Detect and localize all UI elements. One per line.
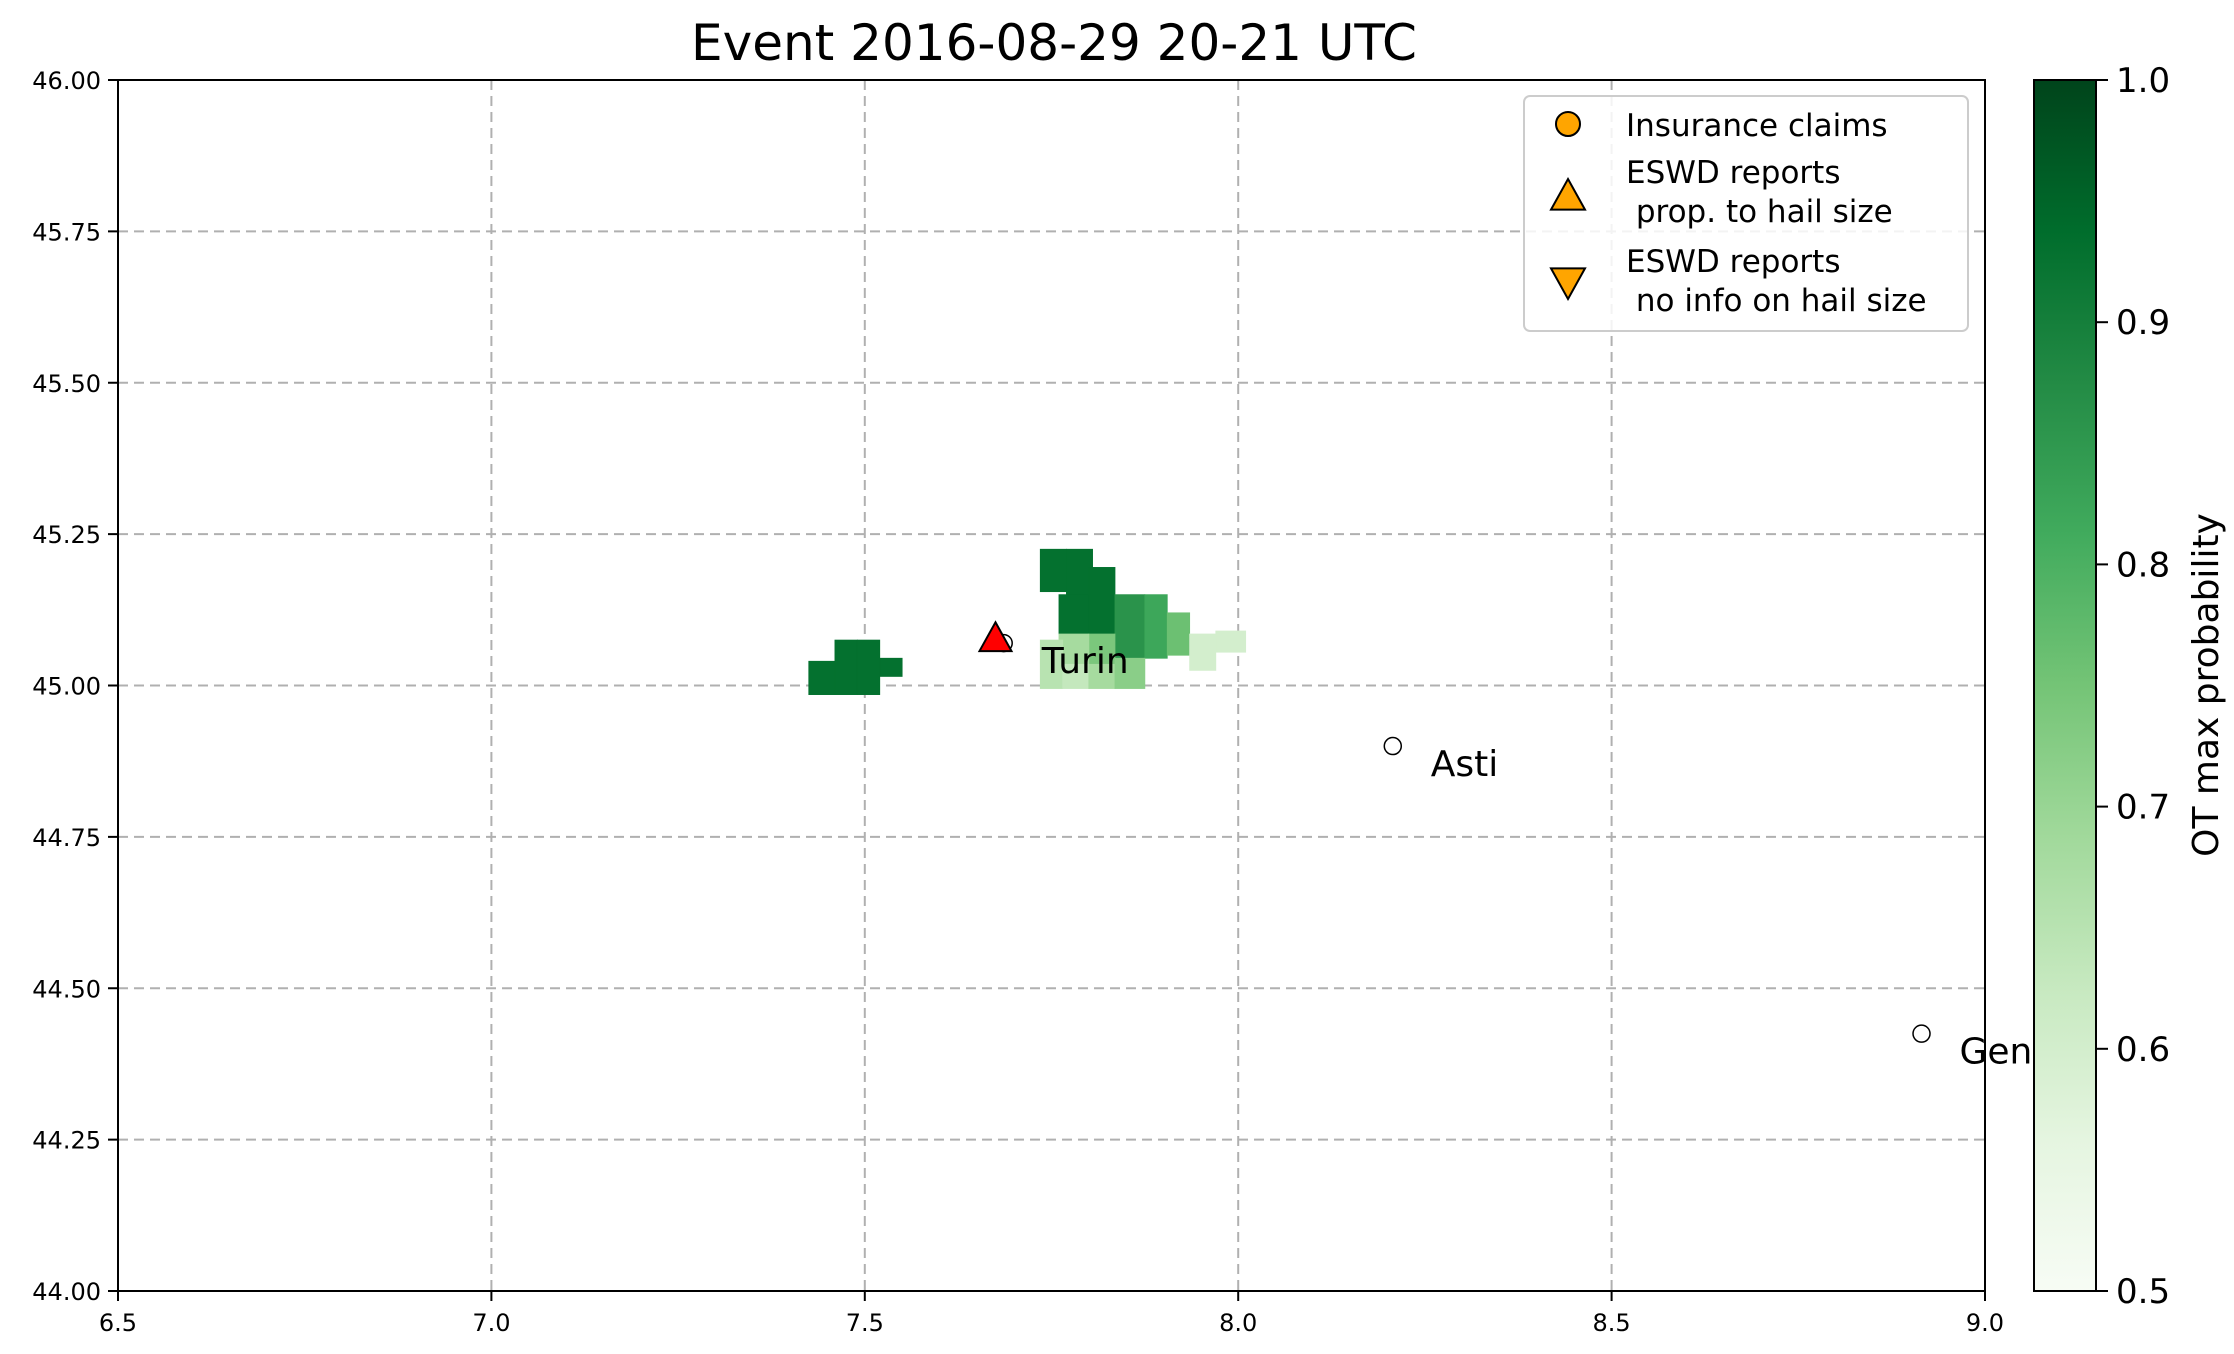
ot-cell — [1039, 548, 1067, 593]
colorbar-tick-label: 1.0 — [2116, 61, 2170, 101]
legend-marker-triangle-down — [1549, 267, 1587, 302]
ot-cell — [808, 660, 836, 695]
ot-cell — [1066, 548, 1093, 596]
ot-cell — [856, 639, 881, 695]
x-tick-label: 7.5 — [846, 1309, 884, 1337]
y-axis-ticks: 44.00 44.25 44.50 44.75 45.00 45.25 45.50 45.75… — [32, 67, 118, 1306]
ot-cell — [834, 639, 858, 695]
ot-probability-cells — [808, 548, 1247, 695]
x-tick-label: 8.0 — [1219, 1309, 1257, 1337]
city-marker — [1383, 736, 1403, 756]
city-marker — [1912, 1024, 1931, 1043]
ot-cell — [879, 657, 903, 677]
y-tick-label: 44.00 — [32, 1278, 101, 1306]
legend: Insurance claims ESWD reports prop. to ha… — [1523, 95, 1969, 332]
y-tick-label: 44.75 — [32, 824, 101, 852]
ot-cell — [1088, 633, 1116, 665]
legend-marker-triangle-up — [1549, 176, 1587, 211]
y-tick-label: 45.75 — [32, 218, 101, 246]
colorbar-tick-label: 0.7 — [2116, 788, 2170, 828]
x-axis-ticks: 6.5 7.0 7.5 8.0 8.5 9.0 — [99, 1291, 2004, 1337]
x-tick-label: 7.0 — [472, 1309, 510, 1337]
ot-cell — [1058, 633, 1090, 665]
ot-cell — [1189, 633, 1217, 671]
legend-label: ESWD reports prop. to hail size — [1626, 155, 1893, 230]
colorbar-gradient — [2033, 79, 2097, 1292]
x-tick-label: 8.5 — [1593, 1309, 1631, 1337]
colorbar-tick-label: 0.5 — [2116, 1272, 2170, 1312]
y-tick-label: 45.00 — [32, 673, 101, 701]
x-tick-label: 9.0 — [1966, 1309, 2004, 1337]
colorbar-tick-label: 0.8 — [2116, 545, 2170, 585]
x-tick-label: 6.5 — [99, 1309, 137, 1337]
legend-marker-circle — [1555, 111, 1581, 137]
ot-cell — [1166, 612, 1191, 656]
y-tick-label: 44.25 — [32, 1127, 101, 1155]
ot-cell — [1215, 630, 1247, 653]
ot-cell — [1058, 594, 1090, 635]
colorbar: 0.5 0.6 0.7 0.8 0.9 1.0 OT max probability — [2033, 61, 2227, 1312]
colorbar-tick-label: 0.6 — [2116, 1030, 2170, 1070]
y-tick-label: 44.50 — [32, 975, 101, 1003]
legend-frame — [1523, 95, 1969, 332]
eswd-report-markers — [977, 620, 1014, 653]
y-tick-label: 45.25 — [32, 521, 101, 549]
legend-label: ESWD reports no info on hail size — [1626, 244, 1927, 319]
city-label: Turin — [1041, 641, 1129, 682]
colorbar-tick-label: 0.9 — [2116, 303, 2170, 343]
colorbar-label: OT max probability — [2186, 513, 2227, 857]
city-label: Asti — [1431, 744, 1499, 785]
ot-cell — [1114, 657, 1146, 689]
colorbar-ticks: 0.5 0.6 0.7 0.8 0.9 1.0 — [2096, 61, 2170, 1312]
eswd-report-marker — [977, 620, 1014, 653]
ot-cell — [1088, 663, 1116, 689]
y-tick-label: 45.50 — [32, 370, 101, 398]
ot-cell — [1088, 567, 1116, 635]
y-tick-label: 46.00 — [32, 67, 101, 95]
chart-title: Event 2016-08-29 20-21 UTC — [691, 14, 1417, 72]
ot-cell — [1144, 594, 1168, 659]
legend-label: Insurance claims — [1626, 108, 1888, 144]
